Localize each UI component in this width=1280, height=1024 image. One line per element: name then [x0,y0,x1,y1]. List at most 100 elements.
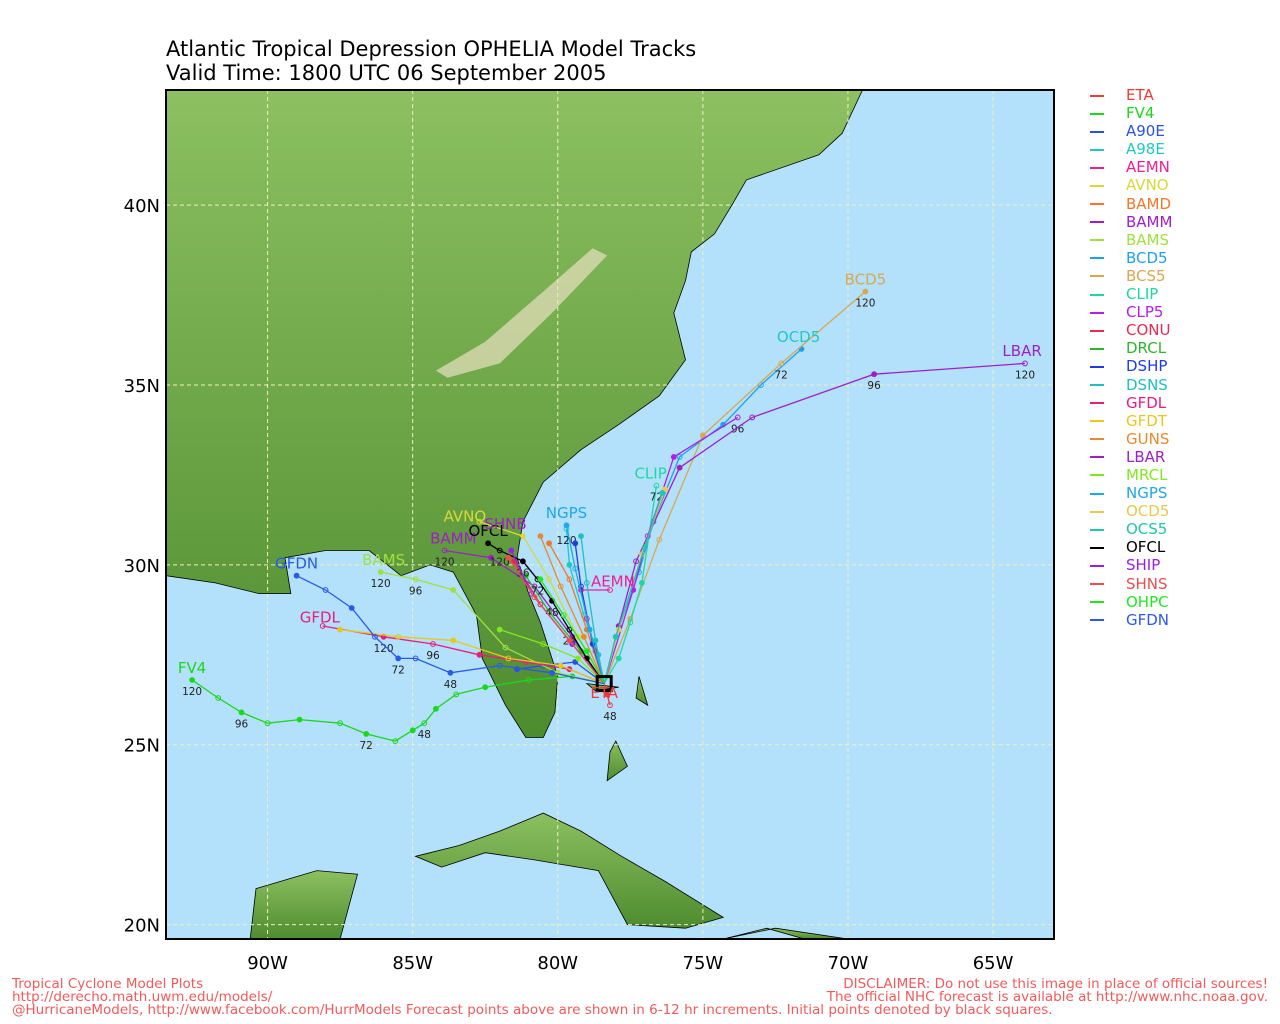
track-point [557,583,564,590]
legend-item-drcl[interactable]: DRCL [1086,339,1276,357]
legend-item-mrcl[interactable]: MRCL [1086,466,1276,484]
legend-swatch [1090,166,1104,169]
track-line [487,542,605,684]
legend-item-ohpc[interactable]: OHPC [1086,593,1276,611]
legend-swatch [1090,94,1104,97]
track-shns[interactable] [505,554,605,685]
land-yucatan [249,870,359,939]
legend-item-ocs5[interactable]: OCS5 [1086,520,1276,538]
lon-tick-label: 75W [683,953,724,974]
track-point [607,587,613,593]
legend-item-gfdt[interactable]: GFDT [1086,412,1276,430]
track-point [778,360,785,367]
legend-label: CONU [1126,321,1171,340]
track-gfdn[interactable]: 48 72 [293,572,605,691]
track-ofcl[interactable]: 24487296120 [485,540,605,684]
track-gfdt[interactable] [337,626,605,685]
forecast-hour-label: 96 [409,585,423,597]
track-name-label: AEMN [591,572,635,590]
lat-tick-label: 40N [124,196,160,217]
legend-label: CLIP [1126,285,1159,304]
track-point [572,540,579,547]
track-point [412,655,419,662]
legend-label: LBAR [1126,447,1166,466]
track-bcs5[interactable]: 72 120 [603,288,875,684]
track-guns[interactable] [537,533,605,684]
track-ohpc[interactable] [537,576,605,684]
track-ngps[interactable] [563,522,605,684]
legend-item-avno[interactable]: AVNO [1086,176,1276,194]
legend-label: SHNS [1126,574,1168,593]
track-point [572,659,579,665]
map-frame [165,89,1055,940]
track-point [734,414,741,421]
legend-item-gfdl[interactable]: GFDL [1086,394,1276,412]
legend-label: A98E [1126,140,1165,159]
forecast-hour-label: 96 [867,380,881,392]
lon-tick-label: 65W [973,953,1014,974]
track-name-label: GFDL [300,608,341,626]
legend-item-bcs5[interactable]: BCS5 [1086,267,1276,285]
track-point [293,572,300,579]
track-eta[interactable]: 48 [603,683,617,724]
legend-item-ship[interactable]: SHIP [1086,556,1276,574]
legend-swatch [1090,510,1104,513]
track-point [496,626,503,633]
legend-item-bamd[interactable]: BAMD [1086,195,1276,213]
lat-tick-label: 20N [124,916,160,937]
track-ocs5[interactable] [603,490,666,684]
legend-label: A90E [1126,122,1165,141]
legend-item-clp5[interactable]: CLP5 [1086,303,1276,321]
legend-item-fv4[interactable]: FV4 [1086,104,1276,122]
track-point [215,695,222,701]
track-point [296,716,303,723]
track-bams[interactable]: 96 120 [371,569,605,685]
legend-label: GFDL [1126,393,1167,412]
track-point [549,669,555,676]
legend-item-eta[interactable]: ETA [1086,86,1276,104]
forecast-hour-label: 72 [392,664,405,676]
legend-item-dsns[interactable]: DSNS [1086,376,1276,394]
legend-item-ocd5[interactable]: OCD5 [1086,502,1276,520]
legend-item-aemn[interactable]: AEMN [1086,158,1276,176]
legend-item-bams[interactable]: BAMS [1086,231,1276,249]
footer-disclaimer: DISCLAIMER: Do not use this image in pla… [827,977,1268,1004]
legend-item-a98e[interactable]: A98E [1086,140,1276,158]
track-point [348,605,355,611]
legend-item-gfdn[interactable]: GFDN [1086,611,1276,629]
track-clip[interactable]: 72 [603,482,663,684]
lat-tick-label: 25N [124,736,160,757]
track-point [441,547,448,554]
forecast-hour-label: 48 [603,711,616,723]
track-point [639,580,645,586]
legend-item-lbar[interactable]: LBAR [1086,448,1276,466]
legend-item-a90e[interactable]: A90E [1086,122,1276,140]
track-point [612,633,619,640]
legend-swatch [1090,420,1104,423]
legend-item-dshp[interactable]: DSHP [1086,357,1276,375]
legend-item-guns[interactable]: GUNS [1086,430,1276,448]
track-point [485,540,492,547]
track-point [586,626,593,633]
track-point [862,288,869,295]
legend-item-ofcl[interactable]: OFCL [1086,538,1276,556]
legend-swatch [1090,275,1104,278]
legend-item-clip[interactable]: CLIP [1086,285,1276,303]
legend-item-bcd5[interactable]: BCD5 [1086,249,1276,267]
track-point [871,371,877,378]
track-point [505,554,512,561]
legend-label: OCS5 [1126,520,1168,539]
legend-label: BAMS [1126,230,1170,249]
legend-item-bamm[interactable]: BAMM [1086,213,1276,231]
legend-item-ngps[interactable]: NGPS [1086,484,1276,502]
legend-item-shns[interactable]: SHNS [1086,575,1276,593]
track-mrcl[interactable] [496,626,605,685]
track-point [496,662,503,669]
track-dsns[interactable] [578,533,605,684]
track-point [372,633,378,640]
track-fv4[interactable]: 48 72 96 120 [182,673,605,752]
legend-item-conu[interactable]: CONU [1086,321,1276,339]
legend-label: DSHP [1126,357,1168,376]
track-point [592,637,599,644]
